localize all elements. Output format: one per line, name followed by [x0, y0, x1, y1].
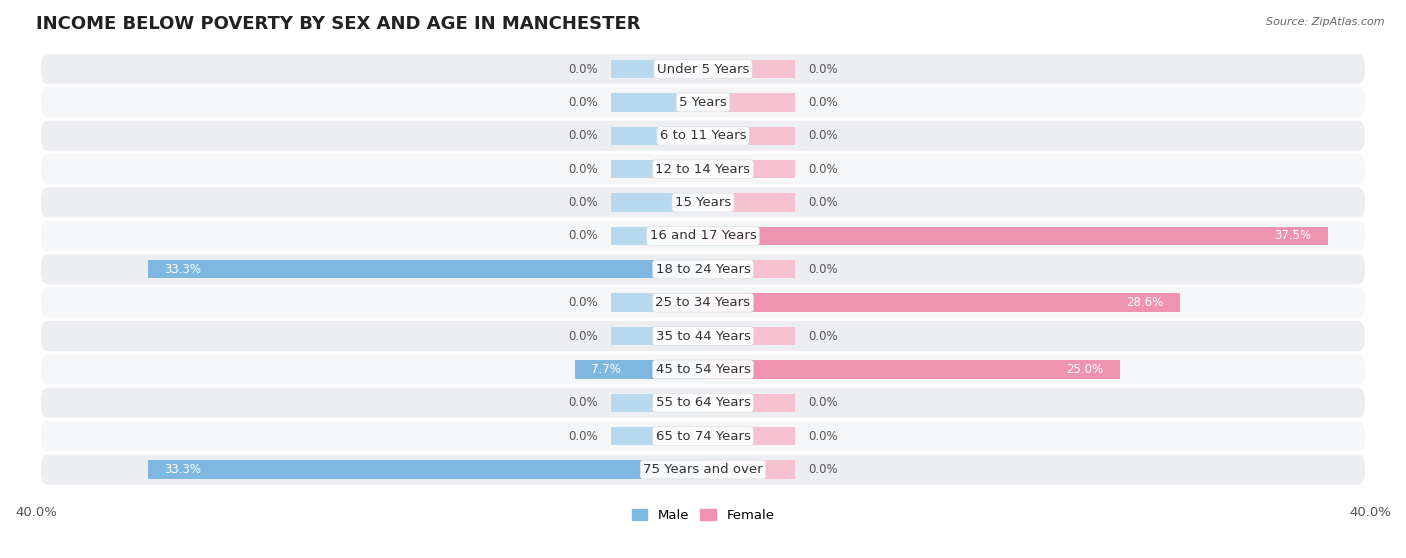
Text: 0.0%: 0.0% [808, 330, 838, 343]
FancyBboxPatch shape [41, 88, 1365, 117]
Text: 0.0%: 0.0% [568, 330, 598, 343]
Text: 0.0%: 0.0% [808, 62, 838, 75]
Bar [703, 460, 794, 479]
Text: 0.0%: 0.0% [568, 96, 598, 109]
Bar [612, 227, 703, 245]
Text: 0.0%: 0.0% [808, 163, 838, 176]
Bar [703, 160, 794, 179]
Text: 0.0%: 0.0% [808, 430, 838, 442]
Text: 0.0%: 0.0% [808, 263, 838, 276]
Text: 0.0%: 0.0% [808, 463, 838, 476]
FancyBboxPatch shape [41, 321, 1365, 351]
Bar [612, 160, 703, 179]
FancyBboxPatch shape [41, 221, 1365, 251]
Text: 25.0%: 25.0% [1066, 363, 1104, 376]
Bar [575, 360, 703, 378]
Text: 0.0%: 0.0% [808, 396, 838, 409]
Bar [612, 327, 703, 345]
Text: 75 Years and over: 75 Years and over [643, 463, 763, 476]
Text: 0.0%: 0.0% [568, 229, 598, 242]
Text: 0.0%: 0.0% [568, 163, 598, 176]
Bar [612, 127, 703, 145]
Text: 0.0%: 0.0% [568, 129, 598, 142]
Text: 25 to 34 Years: 25 to 34 Years [655, 296, 751, 309]
Text: 28.6%: 28.6% [1126, 296, 1163, 309]
FancyBboxPatch shape [41, 287, 1365, 318]
Bar [703, 260, 794, 278]
Bar [148, 260, 703, 278]
Bar [612, 393, 703, 412]
Bar [703, 127, 794, 145]
FancyBboxPatch shape [41, 254, 1365, 285]
Legend: Male, Female: Male, Female [631, 509, 775, 522]
Text: 65 to 74 Years: 65 to 74 Years [655, 430, 751, 442]
FancyBboxPatch shape [41, 354, 1365, 384]
Text: 0.0%: 0.0% [808, 129, 838, 142]
FancyBboxPatch shape [41, 455, 1365, 484]
Text: 0.0%: 0.0% [808, 96, 838, 109]
Text: 0.0%: 0.0% [568, 296, 598, 309]
FancyBboxPatch shape [41, 121, 1365, 151]
Text: 7.7%: 7.7% [592, 363, 621, 376]
Bar [703, 60, 794, 78]
Text: 33.3%: 33.3% [165, 263, 201, 276]
Text: 37.5%: 37.5% [1275, 229, 1312, 242]
Text: 0.0%: 0.0% [568, 396, 598, 409]
Text: INCOME BELOW POVERTY BY SEX AND AGE IN MANCHESTER: INCOME BELOW POVERTY BY SEX AND AGE IN M… [37, 15, 641, 33]
Bar [703, 294, 1180, 312]
FancyBboxPatch shape [41, 54, 1365, 84]
Text: Under 5 Years: Under 5 Years [657, 62, 749, 75]
Bar [703, 393, 794, 412]
Text: 0.0%: 0.0% [568, 196, 598, 209]
Text: Source: ZipAtlas.com: Source: ZipAtlas.com [1267, 17, 1385, 27]
Bar [612, 294, 703, 312]
FancyBboxPatch shape [41, 187, 1365, 218]
Text: 5 Years: 5 Years [679, 96, 727, 109]
Text: 35 to 44 Years: 35 to 44 Years [655, 330, 751, 343]
Text: 12 to 14 Years: 12 to 14 Years [655, 163, 751, 176]
Text: 0.0%: 0.0% [568, 62, 598, 75]
Bar [612, 93, 703, 112]
Bar [612, 194, 703, 211]
Bar [703, 427, 794, 445]
Bar [703, 227, 1329, 245]
Bar [703, 194, 794, 211]
Text: 0.0%: 0.0% [808, 196, 838, 209]
Text: 55 to 64 Years: 55 to 64 Years [655, 396, 751, 409]
Text: 45 to 54 Years: 45 to 54 Years [655, 363, 751, 376]
FancyBboxPatch shape [41, 154, 1365, 184]
Text: 16 and 17 Years: 16 and 17 Years [650, 229, 756, 242]
Bar [612, 60, 703, 78]
Text: 18 to 24 Years: 18 to 24 Years [655, 263, 751, 276]
Text: 33.3%: 33.3% [165, 463, 201, 476]
Text: 6 to 11 Years: 6 to 11 Years [659, 129, 747, 142]
FancyBboxPatch shape [41, 388, 1365, 418]
Bar [148, 460, 703, 479]
Bar [703, 93, 794, 112]
Bar [703, 327, 794, 345]
FancyBboxPatch shape [41, 421, 1365, 451]
Bar [612, 427, 703, 445]
Text: 15 Years: 15 Years [675, 196, 731, 209]
Text: 0.0%: 0.0% [568, 430, 598, 442]
Bar [703, 360, 1121, 378]
